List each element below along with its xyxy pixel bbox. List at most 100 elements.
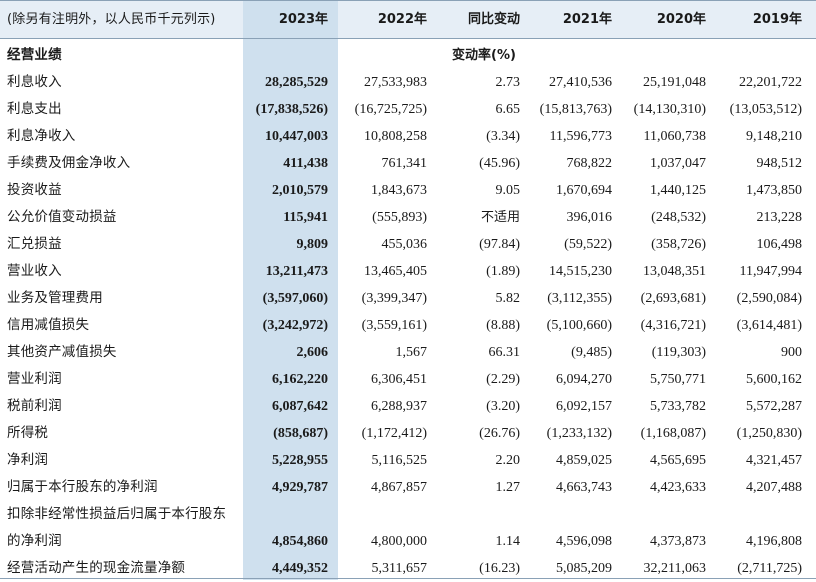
table-row: 营业收入 13,211,473 13,465,405 (1.89) 14,515,230…: [0, 258, 816, 285]
val-2019: 5,572,287: [746, 399, 802, 414]
val-2020: (1,168,087): [640, 426, 706, 441]
table-header-band: [0, 0, 816, 38]
val-2021: (1,233,132): [546, 426, 612, 441]
val-2022: 1,843,673: [371, 183, 427, 198]
val-2019: (3,614,481): [736, 318, 802, 333]
row-label: 营业利润: [7, 371, 62, 387]
val-2023: 4,449,352: [272, 561, 328, 576]
val-2022: (1,172,412): [361, 426, 427, 441]
col-2020: 2020年: [656, 12, 706, 27]
val-2022: 761,341: [381, 156, 428, 171]
table-row: 税前利润 6,087,642 6,288,937 (3.20) 6,092,157 5,7…: [0, 393, 816, 420]
table-row: 利息收入 28,285,529 27,533,983 2.73 27,410,536 25…: [0, 69, 816, 96]
table-row: 投资收益 2,010,579 1,843,673 9.05 1,670,694 1,440…: [0, 177, 816, 204]
val-yoy-change: (45.96): [479, 156, 520, 171]
val-2020: 5,750,771: [650, 372, 706, 387]
val-yoy-change: 5.82: [495, 291, 521, 306]
val-2020: (119,303): [651, 345, 706, 360]
val-yoy-change: (3.34): [486, 129, 520, 144]
table-row: 手续费及佣金净收入 411,438 761,341 (45.96) 768,822 1,0…: [0, 150, 816, 177]
val-yoy-change: (8.88): [486, 318, 520, 333]
val-2022: 13,465,405: [364, 264, 427, 279]
val-2023: 4,929,787: [272, 480, 328, 495]
col-2022: 2022年: [377, 12, 427, 27]
val-2020: 25,191,048: [643, 75, 706, 90]
val-2021: 1,670,694: [556, 183, 612, 198]
val-2020: 11,060,738: [643, 129, 706, 144]
val-2023: 5,228,955: [272, 453, 328, 468]
header-rule: [0, 38, 816, 39]
val-2021: (5,100,660): [546, 318, 612, 333]
val-2020: 1,440,125: [650, 183, 706, 198]
val-2020: (358,726): [651, 237, 706, 252]
table-row: 经营活动产生的现金流量净额 4,449,352 5,311,657 (16.23) 5,…: [0, 555, 816, 582]
table-row: 公允价值变动损益 115,941 (555,893) 不适用 396,016 (248,5…: [0, 204, 816, 231]
val-yoy-change: 1.27: [495, 480, 521, 495]
val-2019: 4,321,457: [746, 453, 802, 468]
val-2023: 9,809: [296, 237, 329, 252]
val-2023: (858,687): [273, 426, 328, 441]
table-row: 所得税 (858,687) (1,172,412) (26.76) (1,233,132…: [0, 420, 816, 447]
val-2020: (14,130,310): [633, 102, 706, 117]
val-2019: 948,512: [756, 156, 803, 171]
row-label: 利息净收入: [7, 128, 76, 144]
row-label: 经营活动产生的现金流量净额: [7, 560, 186, 576]
val-2021: 11,596,773: [549, 129, 612, 144]
val-2021: (9,485): [571, 345, 612, 360]
val-2019: 11,947,994: [739, 264, 802, 279]
val-2019: 106,498: [756, 237, 803, 252]
val-yoy-change: 2.73: [495, 75, 521, 90]
col-2021: 2021年: [562, 12, 612, 27]
val-2019: 9,148,210: [746, 129, 802, 144]
val-2020: (4,316,721): [640, 318, 706, 333]
row-label: 净利润: [7, 452, 49, 468]
val-2023: 115,941: [283, 210, 328, 225]
val-2022: (555,893): [372, 210, 427, 225]
section-title: 经营业绩: [7, 47, 62, 63]
row-label: 利息收入: [7, 74, 62, 90]
val-yoy-change: (16.23): [479, 561, 520, 576]
val-yoy-change: (1.89): [486, 264, 520, 279]
header-row: (除另有注明外，以人民币千元列示) 2023年 2022年 同比变动 2021年…: [0, 6, 816, 33]
val-yoy-change: 9.05: [495, 183, 521, 198]
val-yoy-change: (2.29): [486, 372, 520, 387]
val-2019: 4,207,488: [746, 480, 802, 495]
val-2020: 32,211,063: [643, 561, 706, 576]
val-2022: 455,036: [381, 237, 428, 252]
val-2020: 4,373,873: [650, 534, 706, 549]
val-2022: 10,808,258: [364, 129, 427, 144]
table-row: 利息支出 (17,838,526) (16,725,725) 6.65 (15,813,…: [0, 96, 816, 123]
row-label: 营业收入: [7, 263, 62, 279]
val-2019: 1,473,850: [746, 183, 802, 198]
val-2023: (3,597,060): [262, 291, 328, 306]
val-2021: 6,094,270: [556, 372, 612, 387]
unit-note: (除另有注明外，以人民币千元列示): [7, 12, 216, 27]
table-row: 利息净收入 10,447,003 10,808,258 (3.34) 11,596,77…: [0, 123, 816, 150]
val-2023: 4,854,860: [272, 534, 328, 549]
row-label: 投资收益: [7, 182, 62, 198]
val-2019: (2,590,084): [736, 291, 802, 306]
row-label: 其他资产减值损失: [7, 344, 117, 360]
bottom-rule: [0, 578, 816, 579]
val-2021: 4,859,025: [556, 453, 612, 468]
val-2022: 6,288,937: [371, 399, 427, 414]
section-row: 经营业绩 变动率(%): [0, 42, 816, 69]
top-rule: [0, 0, 816, 1]
val-2023: 6,087,642: [272, 399, 328, 414]
val-yoy-change: 2.20: [495, 453, 521, 468]
val-2019: 213,228: [756, 210, 803, 225]
col-2023: 2023年: [278, 12, 328, 27]
row-label: 归属于本行股东的净利润: [7, 479, 158, 495]
val-2022: (16,725,725): [354, 102, 427, 117]
val-2019: 5,600,162: [746, 372, 802, 387]
val-yoy-change: (26.76): [479, 426, 520, 441]
val-yoy-change: 不适用: [480, 210, 520, 225]
val-2022: 27,533,983: [364, 75, 427, 90]
val-2021: (15,813,763): [539, 102, 612, 117]
val-2022: 5,311,657: [371, 561, 427, 576]
val-2020: 4,565,695: [650, 453, 706, 468]
val-2019: (2,711,725): [737, 561, 802, 576]
val-2019: 22,201,722: [739, 75, 802, 90]
table-row: 的净利润 4,854,860 4,800,000 1.14 4,596,098 4,373…: [0, 528, 816, 555]
val-2020: (2,693,681): [640, 291, 706, 306]
